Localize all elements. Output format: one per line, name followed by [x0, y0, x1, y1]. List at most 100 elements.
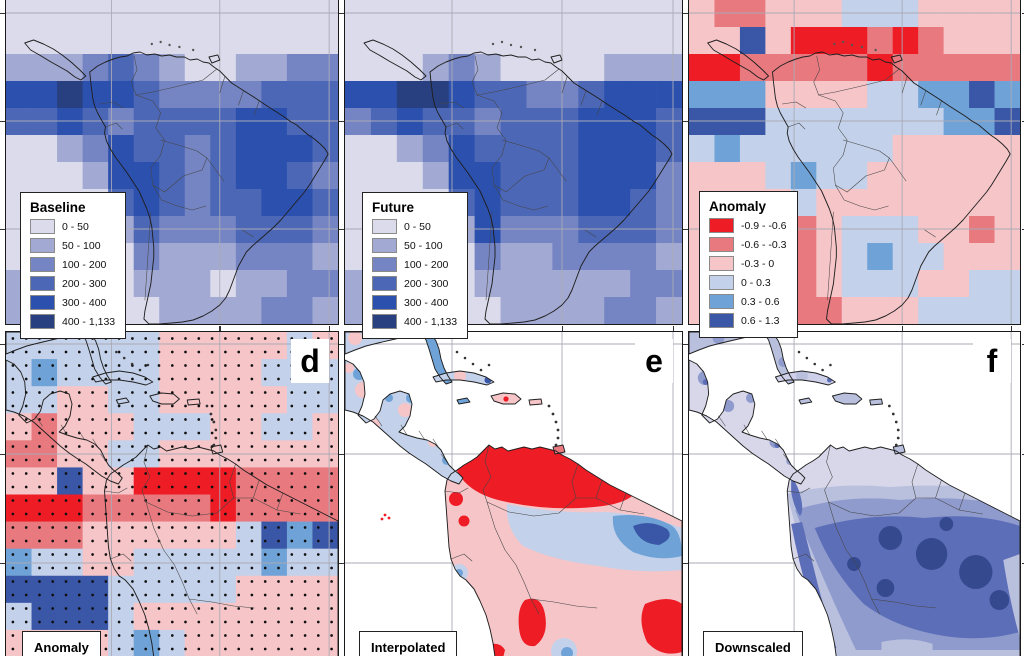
legend-rows: 0 - 50 50 - 100 100 - 200 200 - 300 300 - 40…	[372, 219, 457, 329]
legend-item: -0.3 - 0	[709, 256, 787, 271]
legend-item-label: 200 - 300	[404, 277, 449, 290]
legend-item-label: 50 - 100	[62, 239, 101, 252]
legend-item: 400 - 1,133	[30, 314, 115, 329]
latitude-tick	[338, 12, 344, 14]
latitude-tick	[0, 12, 5, 14]
panel-anomaly: Anomaly -0.9 - -0.6 -0.6 - -0.3 -0.3 - 0 0 …	[682, 0, 1024, 338]
latitude-tick	[682, 228, 688, 230]
longitude-tick	[901, 325, 903, 331]
legend-item-label: 0 - 50	[404, 220, 431, 233]
latitude-tick	[1021, 453, 1024, 455]
legend-swatch	[372, 295, 397, 310]
legend-item: 200 - 300	[30, 276, 115, 291]
longitude-tick	[1010, 325, 1012, 331]
legend-item: 300 - 400	[372, 295, 457, 310]
legend-swatch	[30, 314, 55, 329]
legend-item: 200 - 300	[372, 276, 457, 291]
legend-item: 0.6 - 1.3	[709, 313, 787, 328]
latitude-tick	[1021, 120, 1024, 122]
legend-swatch	[709, 256, 734, 271]
legend-future: Future 0 - 50 50 - 100 100 - 200 200 - 300 3…	[362, 192, 469, 339]
legend-item: 0.3 - 0.6	[709, 294, 787, 309]
legend-swatch	[372, 314, 397, 329]
legend-title: Future	[372, 200, 414, 215]
panel-anomaly-points: d Anomaly	[0, 325, 339, 656]
legend-item-label: -0.6 - -0.3	[741, 238, 787, 251]
legend-swatch	[372, 238, 397, 253]
panel-letter-d: d	[291, 339, 329, 383]
panel-interpolated: e Interpolated	[338, 325, 683, 656]
latitude-tick	[0, 343, 5, 345]
legend-rows: -0.9 - -0.6 -0.6 - -0.3 -0.3 - 0 0 - 0.3 0.3…	[709, 218, 787, 328]
legend-item: 0 - 50	[372, 219, 457, 234]
latitude-tick	[338, 228, 344, 230]
latitude-tick	[0, 228, 5, 230]
latitude-tick	[1021, 562, 1024, 564]
legend-swatch	[30, 276, 55, 291]
panel-downscaled: f Downscaled	[682, 325, 1024, 656]
legend-item-label: 0 - 0.3	[741, 276, 771, 289]
legend-swatch	[709, 313, 734, 328]
legend-swatch	[30, 219, 55, 234]
legend-item: -0.6 - -0.3	[709, 237, 787, 252]
longitude-tick	[328, 325, 330, 331]
legend-item: 50 - 100	[372, 238, 457, 253]
interpolated-map	[345, 332, 682, 656]
legend-item: 100 - 200	[30, 257, 115, 272]
downscaled-map	[689, 332, 1020, 656]
longitude-tick	[561, 325, 563, 331]
legend-item: 400 - 1,133	[372, 314, 457, 329]
legend-swatch	[709, 237, 734, 252]
latitude-tick	[682, 12, 688, 14]
latitude-tick	[682, 562, 688, 564]
legend-title: Baseline	[30, 200, 86, 215]
legend-item-label: -0.3 - 0	[741, 257, 775, 270]
legend-rows: 0 - 50 50 - 100 100 - 200 200 - 300 300 - 40…	[30, 219, 115, 329]
legend-item-label: 0.6 - 1.3	[741, 314, 780, 327]
legend-item: 0 - 0.3	[709, 275, 787, 290]
latitude-tick	[338, 120, 344, 122]
latitude-tick	[1021, 228, 1024, 230]
latitude-tick	[0, 453, 5, 455]
legend-title: Anomaly	[709, 199, 767, 214]
latitude-tick	[682, 343, 688, 345]
legend-item-label: 300 - 400	[62, 296, 107, 309]
legend-item-label: 0 - 50	[62, 220, 89, 233]
legend-item: 0 - 50	[30, 219, 115, 234]
method-label-downscaled: Downscaled	[703, 631, 803, 656]
legend-swatch	[30, 238, 55, 253]
legend-swatch	[372, 219, 397, 234]
legend-item: -0.9 - -0.6	[709, 218, 787, 233]
longitude-tick	[219, 325, 221, 331]
legend-item-label: 400 - 1,133	[62, 315, 116, 328]
legend-item-label: 300 - 400	[404, 296, 449, 309]
method-label-interpolated: Interpolated	[359, 631, 458, 656]
anomaly-points-map	[6, 332, 338, 656]
legend-swatch	[709, 275, 734, 290]
latitude-tick	[1021, 343, 1024, 345]
legend-swatch	[709, 218, 734, 233]
longitude-tick	[672, 325, 674, 331]
legend-swatch	[30, 257, 55, 272]
panel-letter-f: f	[973, 339, 1011, 383]
legend-item-label: 50 - 100	[404, 239, 443, 252]
legend-swatch	[30, 295, 55, 310]
latitude-tick	[338, 453, 344, 455]
latitude-tick	[682, 120, 688, 122]
legend-anomaly: Anomaly -0.9 - -0.6 -0.6 - -0.3 -0.3 - 0 0 …	[699, 191, 798, 338]
legend-swatch	[372, 276, 397, 291]
panel-baseline: Baseline 0 - 50 50 - 100 100 - 200 200 - 30…	[0, 0, 339, 339]
legend-item-label: -0.9 - -0.6	[741, 219, 787, 232]
legend-swatch	[372, 257, 397, 272]
latitude-tick	[338, 343, 344, 345]
latitude-tick	[338, 562, 344, 564]
panel-letter-e: e	[635, 339, 673, 383]
legend-item-label: 100 - 200	[62, 258, 107, 271]
legend-baseline: Baseline 0 - 50 50 - 100 100 - 200 200 - 30…	[20, 192, 127, 339]
legend-item-label: 0.3 - 0.6	[741, 295, 780, 308]
legend-item-label: 200 - 300	[62, 277, 107, 290]
latitude-tick	[1021, 12, 1024, 14]
legend-item: 100 - 200	[372, 257, 457, 272]
method-label-anomaly: Anomaly	[22, 631, 101, 656]
